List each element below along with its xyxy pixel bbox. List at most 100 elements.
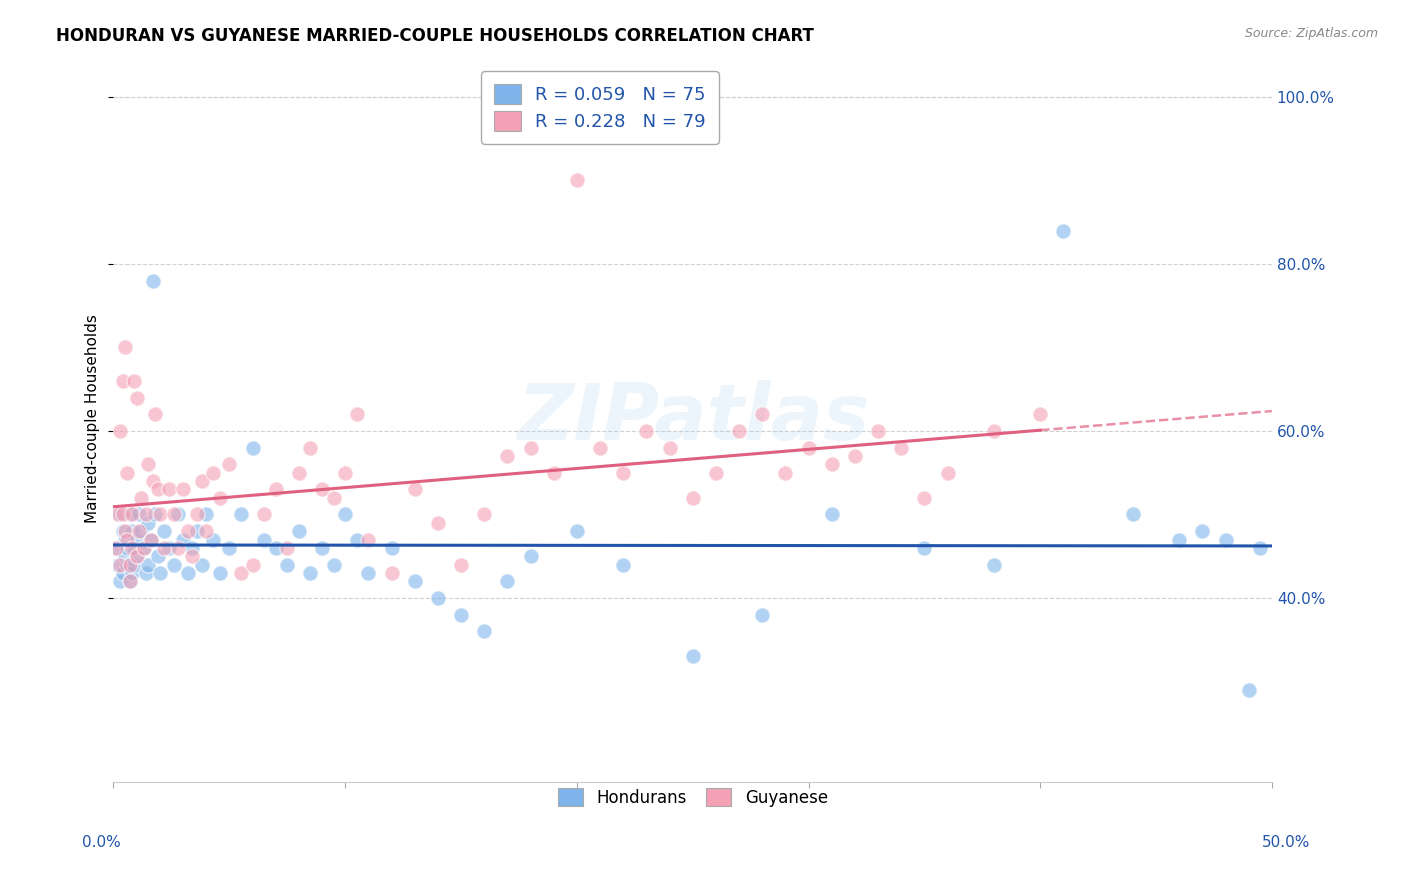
Text: 50.0%: 50.0% [1263, 836, 1310, 850]
Point [1122, 508, 1144, 522]
Point [311, 483, 333, 497]
Point [426, 516, 449, 530]
Text: Source: ZipAtlas.com: Source: ZipAtlas.com [1244, 27, 1378, 40]
Point [983, 424, 1005, 438]
Point [124, 558, 146, 572]
Point [229, 508, 252, 522]
Point [844, 449, 866, 463]
Point [111, 374, 134, 388]
Point [143, 407, 166, 421]
Point [242, 558, 264, 572]
Point [276, 558, 298, 572]
Point [167, 541, 190, 555]
Point [636, 424, 658, 438]
Point [704, 466, 727, 480]
Point [288, 524, 311, 538]
Point [202, 466, 225, 480]
Point [111, 524, 134, 538]
Point [565, 173, 588, 187]
Point [519, 441, 541, 455]
Point [797, 441, 820, 455]
Text: HONDURAN VS GUYANESE MARRIED-COUPLE HOUSEHOLDS CORRELATION CHART: HONDURAN VS GUYANESE MARRIED-COUPLE HOUS… [56, 27, 814, 45]
Point [117, 533, 139, 547]
Text: ZIPatlas: ZIPatlas [516, 380, 869, 457]
Point [299, 441, 322, 455]
Point [912, 491, 935, 505]
Point [821, 458, 844, 472]
Point [117, 558, 139, 572]
Point [129, 524, 152, 538]
Point [276, 541, 298, 555]
Point [121, 541, 143, 555]
Point [157, 541, 180, 555]
Point [1215, 533, 1237, 547]
Point [125, 549, 148, 564]
Point [426, 591, 449, 605]
Point [110, 508, 132, 522]
Point [129, 491, 152, 505]
Point [132, 541, 155, 555]
Point [111, 508, 134, 522]
Point [299, 566, 322, 580]
Point [136, 558, 159, 572]
Point [149, 508, 172, 522]
Point [132, 541, 155, 555]
Point [128, 508, 150, 522]
Point [380, 566, 402, 580]
Point [357, 533, 380, 547]
Point [114, 524, 136, 538]
Y-axis label: Married-couple Households: Married-couple Households [86, 314, 100, 523]
Point [176, 524, 198, 538]
Point [172, 533, 194, 547]
Point [104, 541, 127, 555]
Point [565, 524, 588, 538]
Point [335, 466, 357, 480]
Point [346, 407, 368, 421]
Point [322, 558, 344, 572]
Point [264, 483, 287, 497]
Point [682, 491, 704, 505]
Point [335, 508, 357, 522]
Point [253, 533, 276, 547]
Point [142, 474, 165, 488]
Text: 0.0%: 0.0% [82, 836, 121, 850]
Point [125, 533, 148, 547]
Point [264, 541, 287, 555]
Point [253, 508, 276, 522]
Point [472, 508, 495, 522]
Point [125, 549, 148, 564]
Point [242, 441, 264, 455]
Point [1029, 407, 1052, 421]
Point [143, 508, 166, 522]
Point [322, 491, 344, 505]
Point [136, 458, 159, 472]
Point [176, 566, 198, 580]
Point [157, 483, 180, 497]
Point [209, 491, 232, 505]
Point [821, 508, 844, 522]
Point [190, 474, 212, 488]
Point [139, 533, 162, 547]
Point [1168, 533, 1191, 547]
Point [218, 541, 240, 555]
Point [357, 566, 380, 580]
Point [612, 466, 634, 480]
Point [890, 441, 912, 455]
Point [912, 541, 935, 555]
Point [125, 391, 148, 405]
Point [104, 541, 127, 555]
Legend: Hondurans, Guyanese: Hondurans, Guyanese [547, 779, 838, 817]
Point [311, 541, 333, 555]
Point [612, 558, 634, 572]
Point [111, 566, 134, 580]
Point [751, 607, 773, 622]
Point [149, 566, 172, 580]
Point [163, 508, 186, 522]
Point [128, 524, 150, 538]
Point [163, 558, 186, 572]
Point [404, 483, 426, 497]
Point [107, 508, 129, 522]
Point [1237, 682, 1260, 697]
Point [936, 466, 959, 480]
Point [117, 541, 139, 555]
